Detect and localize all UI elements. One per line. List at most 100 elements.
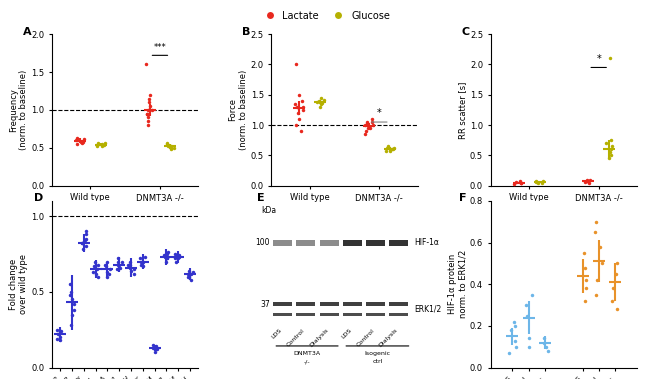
Point: [312, 99, 322, 105]
Bar: [366, 302, 385, 306]
Point: [161, 258, 171, 265]
Point: [67, 312, 77, 318]
Text: 37: 37: [261, 300, 270, 309]
Point: [367, 122, 378, 128]
Text: D: D: [34, 193, 44, 202]
Text: ***: ***: [153, 43, 166, 52]
Text: LDS: LDS: [340, 327, 352, 340]
Point: [516, 180, 526, 186]
Point: [290, 101, 300, 107]
Bar: [343, 240, 362, 246]
Point: [606, 152, 617, 158]
Point: [172, 252, 182, 258]
Point: [582, 177, 592, 183]
Point: [601, 140, 611, 146]
Point: [541, 344, 551, 350]
Point: [105, 266, 115, 272]
Point: [96, 143, 107, 149]
Point: [521, 312, 532, 318]
Point: [93, 139, 103, 146]
Point: [142, 114, 153, 121]
Point: [361, 128, 372, 134]
Point: [52, 327, 62, 333]
Text: *: *: [377, 108, 382, 118]
Point: [582, 178, 592, 184]
Bar: [366, 240, 385, 246]
Point: [93, 274, 103, 280]
Point: [515, 180, 526, 186]
Point: [612, 260, 622, 266]
Point: [387, 146, 398, 152]
Point: [298, 107, 308, 113]
Point: [151, 345, 161, 351]
Point: [72, 141, 82, 147]
Point: [171, 258, 181, 265]
Point: [184, 268, 194, 274]
Point: [143, 122, 153, 128]
Point: [159, 252, 169, 258]
Text: -/-: -/-: [304, 359, 311, 364]
Point: [385, 147, 395, 153]
Point: [99, 262, 110, 268]
Point: [78, 139, 88, 145]
Point: [89, 258, 99, 265]
Point: [104, 271, 114, 277]
Text: 100: 100: [255, 238, 270, 247]
Point: [296, 98, 307, 104]
Point: [147, 107, 157, 113]
Point: [77, 246, 88, 252]
Point: [113, 255, 124, 262]
Point: [174, 252, 184, 258]
Point: [521, 302, 531, 308]
Point: [313, 98, 324, 104]
Point: [52, 336, 62, 342]
Point: [362, 121, 372, 127]
Point: [584, 180, 595, 186]
Point: [579, 179, 590, 185]
Point: [363, 125, 373, 131]
Point: [533, 180, 543, 186]
Point: [174, 254, 185, 260]
Y-axis label: Force
(norm. to baseline): Force (norm. to baseline): [228, 70, 248, 150]
Point: [606, 298, 617, 304]
Point: [142, 111, 152, 117]
Point: [81, 236, 92, 242]
Bar: [296, 302, 315, 306]
Point: [187, 269, 198, 275]
Point: [292, 110, 303, 116]
Point: [140, 254, 150, 260]
Point: [77, 240, 87, 246]
Point: [129, 266, 139, 272]
Point: [160, 254, 170, 260]
Point: [591, 292, 601, 298]
Point: [102, 274, 112, 280]
Point: [77, 240, 87, 246]
Point: [510, 323, 520, 329]
Point: [183, 274, 193, 280]
Point: [102, 258, 112, 265]
Text: A: A: [23, 27, 31, 36]
Point: [367, 119, 378, 125]
Point: [135, 258, 146, 265]
Point: [101, 263, 111, 269]
Point: [161, 255, 172, 262]
Point: [526, 292, 537, 298]
Point: [294, 116, 304, 122]
Point: [508, 319, 519, 325]
Point: [92, 143, 102, 149]
Legend: Lactate, Glucose: Lactate, Glucose: [256, 7, 394, 25]
Bar: [389, 313, 408, 316]
Point: [66, 289, 76, 295]
Point: [126, 268, 136, 274]
Point: [604, 55, 615, 61]
Text: Control: Control: [356, 327, 376, 347]
Point: [55, 330, 65, 336]
Point: [151, 346, 161, 352]
Point: [123, 262, 133, 268]
Point: [161, 141, 172, 147]
Point: [606, 137, 616, 143]
Bar: [273, 240, 292, 246]
Point: [292, 104, 302, 110]
Point: [136, 262, 146, 268]
Point: [536, 180, 547, 186]
